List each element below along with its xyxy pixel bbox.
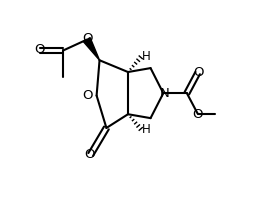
Text: O: O [193,65,204,79]
Text: H: H [142,123,151,136]
Text: O: O [193,108,203,121]
Text: O: O [84,148,95,161]
Text: O: O [82,89,93,102]
Text: N: N [159,87,169,100]
Text: O: O [35,43,45,56]
Text: H: H [142,50,151,63]
Polygon shape [83,38,100,60]
Text: O: O [82,32,93,45]
